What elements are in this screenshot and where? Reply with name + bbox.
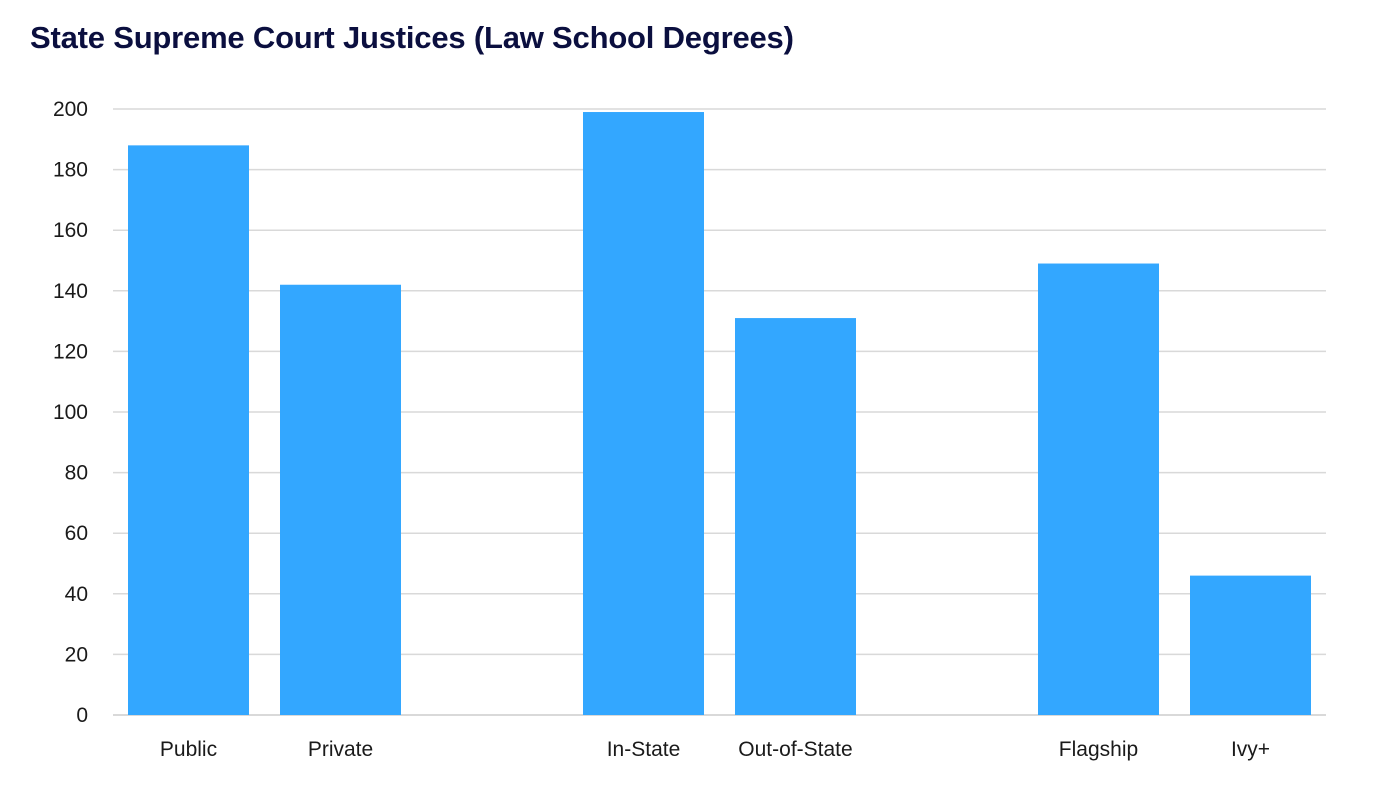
x-category-label: Public [160,738,217,761]
bar-out-of-state [735,318,856,715]
bar-flagship [1038,263,1159,715]
y-tick-label: 140 [53,280,88,303]
chart-title: State Supreme Court Justices (Law School… [30,20,794,55]
bar-in-state [583,112,704,715]
bar-private [280,284,401,715]
y-tick-label: 120 [53,340,88,363]
y-tick-label: 200 [53,98,88,121]
y-tick-label: 40 [65,583,88,606]
y-tick-label: 20 [65,643,88,666]
y-tick-label: 160 [53,219,88,242]
x-category-label: Out-of-State [738,738,852,761]
y-tick-label: 180 [53,159,88,182]
x-category-label: Flagship [1059,738,1138,761]
y-tick-label: 80 [65,462,88,485]
bar-ivy [1190,575,1311,715]
x-category-label: Private [308,738,373,761]
x-axis-labels: Public Private In-State Out-of-State Flagshi… [160,738,1270,761]
y-tick-label: 0 [76,704,88,727]
y-tick-label: 60 [65,522,88,545]
bars [128,112,1311,716]
x-category-label: Ivy+ [1231,738,1270,761]
y-axis-ticks: 0 20 40 60 80 100 120 140 160 180 200 [53,98,88,727]
bar-public [128,145,249,716]
x-category-label: In-State [607,738,681,761]
y-tick-label: 100 [53,401,88,424]
